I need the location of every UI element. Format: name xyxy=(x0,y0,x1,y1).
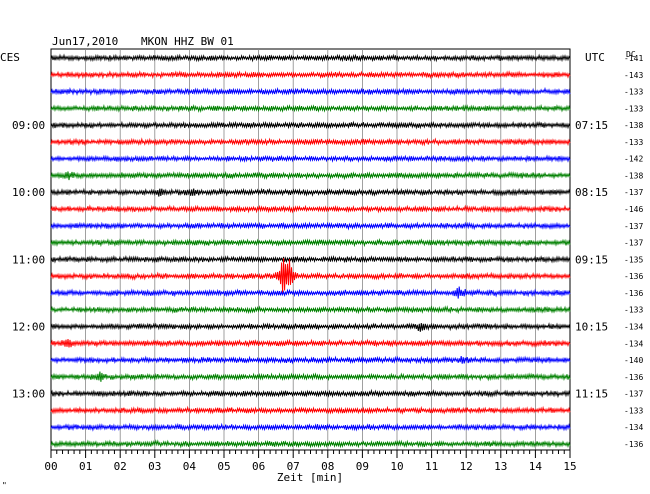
dc-value: -136 xyxy=(624,289,643,298)
trace-row-15 xyxy=(50,305,571,315)
trace-row-17 xyxy=(50,338,571,348)
x-tick-label: 02 xyxy=(114,460,127,473)
left-timezone-label: CES xyxy=(0,51,20,64)
dc-value: -136 xyxy=(624,440,643,449)
left-time-label: 09:00 xyxy=(12,119,45,132)
right-timezone-label: UTC xyxy=(585,51,605,64)
trace-row-23 xyxy=(50,439,571,449)
trace-row-6 xyxy=(50,154,571,163)
x-tick-label: 13 xyxy=(494,460,507,473)
dc-values: -141 -143 -133 -133 -138 -133 -142 -138 -137 -146… xyxy=(624,54,643,449)
dc-value: -133 xyxy=(624,306,643,315)
trace-row-18 xyxy=(50,355,571,365)
x-tick-label: 00 xyxy=(44,460,57,473)
dc-value: -133 xyxy=(624,88,643,97)
dc-value: -138 xyxy=(624,171,643,180)
left-time-label: 10:00 xyxy=(12,186,45,199)
seismic-traces xyxy=(50,53,571,449)
trace-row-14 xyxy=(50,286,571,299)
dc-value: -143 xyxy=(624,71,643,80)
left-time-label: 13:00 xyxy=(12,388,45,401)
x-tick-label: 08 xyxy=(321,460,334,473)
dc-value: -141 xyxy=(624,54,643,63)
dc-value: -134 xyxy=(624,322,643,331)
dc-value: -137 xyxy=(624,390,643,399)
trace-row-5 xyxy=(50,137,571,147)
trace-row-9 xyxy=(50,204,571,214)
x-axis: 00 01 02 03 04 05 06 07 08 09 10 11 12 13 14 15 xyxy=(44,449,577,473)
dc-value: -133 xyxy=(624,138,643,147)
trace-row-20 xyxy=(50,388,571,399)
trace-row-4 xyxy=(50,120,571,130)
trace-row-11 xyxy=(50,238,571,248)
x-tick-label: 01 xyxy=(79,460,92,473)
x-axis-label: Zeit [min] xyxy=(277,471,343,484)
right-time-labels: 07:15 08:15 09:15 10:15 11:15 xyxy=(575,119,608,400)
dc-value: -133 xyxy=(624,104,643,113)
right-time-label: 09:15 xyxy=(575,253,608,266)
trace-row-19 xyxy=(50,371,571,382)
dc-value: -136 xyxy=(624,272,643,281)
trace-row-7 xyxy=(50,170,571,181)
trace-row-10 xyxy=(50,221,571,231)
x-tick-label: 10 xyxy=(390,460,403,473)
trace-row-12 xyxy=(50,254,571,264)
x-tick-label: 09 xyxy=(356,460,369,473)
dc-value: -142 xyxy=(624,155,643,164)
x-tick-label: 14 xyxy=(529,460,543,473)
dc-value: -138 xyxy=(624,121,643,130)
x-tick-label: 07 xyxy=(287,460,300,473)
trace-row-1 xyxy=(50,70,571,80)
trace-row-0 xyxy=(50,53,571,63)
dc-value: -137 xyxy=(624,188,643,197)
dc-value: -137 xyxy=(624,239,643,248)
dc-label: DC xyxy=(626,50,636,59)
dc-value: -134 xyxy=(624,339,643,348)
dc-value: -133 xyxy=(624,406,643,415)
dc-value: -140 xyxy=(624,356,643,365)
trace-row-21 xyxy=(50,405,571,415)
header-station: MKON HHZ BW 01 xyxy=(141,35,234,48)
x-tick-label: 06 xyxy=(252,460,265,473)
corner-mark: " xyxy=(2,481,7,490)
dc-value: -137 xyxy=(624,222,643,231)
trace-row-13 xyxy=(50,258,571,293)
left-time-labels: 09:00 10:00 11:00 12:00 13:00 xyxy=(12,119,45,400)
right-time-label: 10:15 xyxy=(575,320,608,333)
dc-value: -136 xyxy=(624,373,643,382)
header-date: Jun17,2010 xyxy=(52,35,118,48)
right-time-label: 11:15 xyxy=(575,388,608,401)
dc-value: -134 xyxy=(624,423,643,432)
x-tick-label: 05 xyxy=(217,460,230,473)
trace-row-8 xyxy=(50,187,571,197)
x-tick-label: 15 xyxy=(563,460,576,473)
x-tick-label: 03 xyxy=(148,460,161,473)
right-time-label: 07:15 xyxy=(575,119,608,132)
left-time-label: 12:00 xyxy=(12,320,45,333)
trace-row-2 xyxy=(50,86,571,97)
x-tick-label: 12 xyxy=(460,460,473,473)
trace-row-16 xyxy=(50,322,571,332)
right-time-label: 08:15 xyxy=(575,186,608,199)
x-tick-label: 04 xyxy=(183,460,197,473)
left-time-label: 11:00 xyxy=(12,253,45,266)
trace-row-22 xyxy=(50,422,571,432)
dc-value: -135 xyxy=(624,255,643,264)
minute-gridlines xyxy=(85,49,536,450)
trace-row-3 xyxy=(50,103,571,113)
x-tick-label: 11 xyxy=(425,460,438,473)
dc-value: -146 xyxy=(624,205,643,214)
